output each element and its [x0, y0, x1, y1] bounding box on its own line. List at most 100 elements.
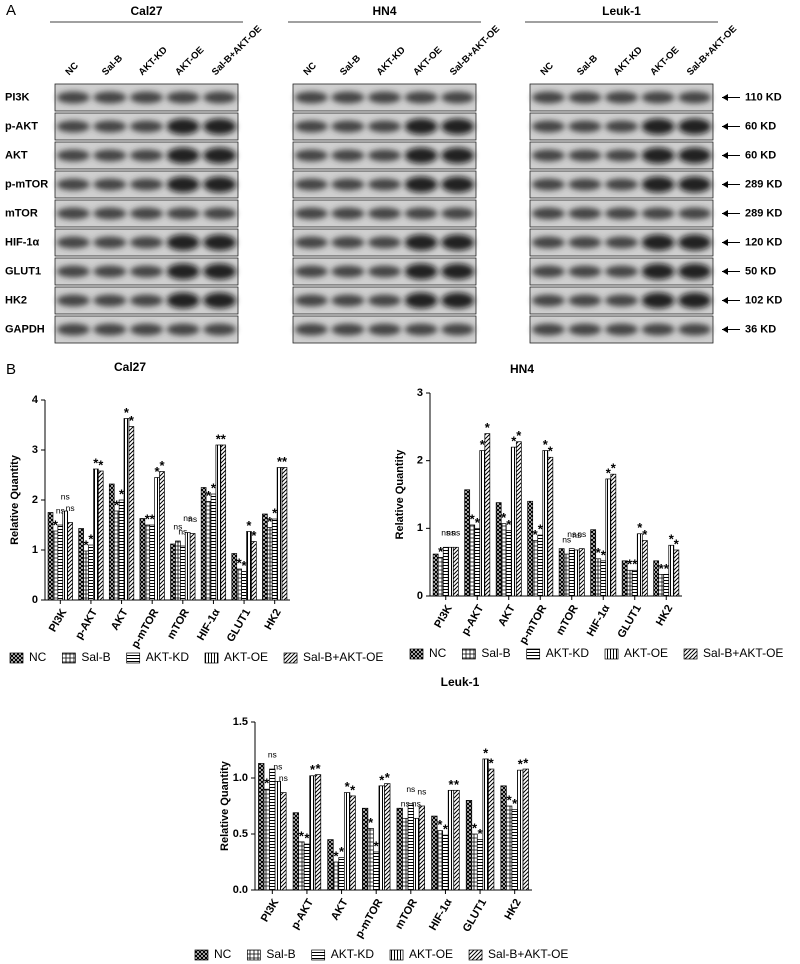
band [368, 120, 401, 133]
significance-label: * [543, 437, 549, 452]
band [130, 149, 163, 162]
blot-bands [56, 323, 237, 336]
band [641, 118, 675, 135]
blot-bands [56, 234, 237, 251]
band [368, 236, 401, 249]
blot-bands [294, 263, 475, 280]
band [56, 91, 90, 104]
blot-bands [56, 292, 237, 309]
band [641, 263, 675, 280]
arrow-head [722, 152, 728, 159]
band [166, 147, 200, 164]
significance-label: * [159, 458, 165, 473]
significance-label: * [674, 536, 680, 551]
bar [180, 545, 186, 601]
x-tick-label: PI3K [47, 607, 70, 634]
significance-label: * [627, 557, 633, 572]
bar [631, 569, 638, 597]
bar [407, 803, 414, 891]
band [441, 207, 475, 220]
size-label: 289 KD [745, 178, 782, 190]
blot-bands [56, 118, 237, 135]
x-tick-label: HIF-1α [427, 897, 455, 933]
significance-label: ns [451, 528, 460, 538]
bar [517, 769, 524, 891]
band [130, 178, 163, 191]
bar [93, 468, 99, 601]
x-tick-label: p-mTOR [129, 607, 161, 650]
panel-label: B [6, 361, 16, 378]
band [605, 236, 638, 249]
x-tick-label: p-AKT [289, 897, 316, 932]
lane-label: NC [63, 60, 81, 78]
bar [595, 558, 602, 597]
blot-bands [294, 91, 475, 104]
x-tick-label: HIF-1α [195, 607, 223, 643]
band [641, 91, 675, 104]
protein-label: p-AKT [5, 120, 38, 132]
y-tick-label: 1 [417, 522, 423, 534]
significance-label: * [237, 555, 243, 570]
bar [432, 553, 439, 597]
significance-label: * [119, 486, 125, 501]
lane-label: NC [301, 60, 319, 78]
bar [139, 518, 146, 601]
lane-label: NC [538, 60, 556, 78]
y-tick-label: 1.5 [233, 716, 248, 728]
band [678, 91, 712, 104]
significance-label: ns [417, 786, 426, 796]
x-tick-label: p-mTOR [353, 897, 385, 940]
band [368, 178, 401, 191]
band [678, 207, 712, 220]
band [531, 120, 565, 133]
significance-label: * [507, 792, 513, 807]
bar [62, 510, 69, 601]
bar [668, 544, 675, 597]
band [130, 207, 163, 220]
bar [154, 477, 160, 601]
band [641, 176, 675, 193]
bar [474, 527, 481, 597]
bar [338, 857, 345, 891]
band [56, 149, 90, 162]
significance-label: ns [406, 784, 415, 794]
significance-label: * [84, 537, 90, 552]
bar [471, 833, 478, 891]
band [331, 323, 365, 336]
bar [271, 518, 278, 601]
band [93, 120, 127, 133]
bar [500, 785, 507, 891]
panel-label: A [6, 2, 16, 19]
band [331, 120, 365, 133]
legend-label: AKT-KD [546, 646, 590, 660]
band [203, 207, 237, 220]
significance-label: * [267, 514, 273, 529]
bar [479, 450, 486, 597]
band [678, 118, 712, 135]
bar [500, 523, 507, 597]
significance-label: * [443, 822, 449, 837]
x-tick-label: p-AKT [459, 603, 486, 638]
band [605, 149, 638, 162]
band [441, 147, 475, 164]
blot-bands [294, 292, 475, 309]
chart-title: Cal27 [114, 360, 146, 374]
bar [200, 487, 207, 601]
y-tick-label: 2 [32, 494, 38, 506]
protein-label: mTOR [5, 207, 38, 219]
blot-bands [531, 234, 712, 251]
arrow-head [722, 239, 728, 246]
significance-label: * [518, 757, 524, 772]
x-tick-label: PI3K [259, 897, 282, 924]
significance-label: * [454, 777, 460, 792]
bar [159, 471, 165, 601]
band [605, 265, 638, 278]
band [404, 292, 438, 309]
band [368, 294, 401, 307]
significance-label: * [98, 457, 104, 472]
bar [241, 571, 247, 601]
x-tick-label: AKT [496, 603, 518, 629]
chart-title: HN4 [510, 362, 534, 376]
bar [515, 441, 522, 597]
